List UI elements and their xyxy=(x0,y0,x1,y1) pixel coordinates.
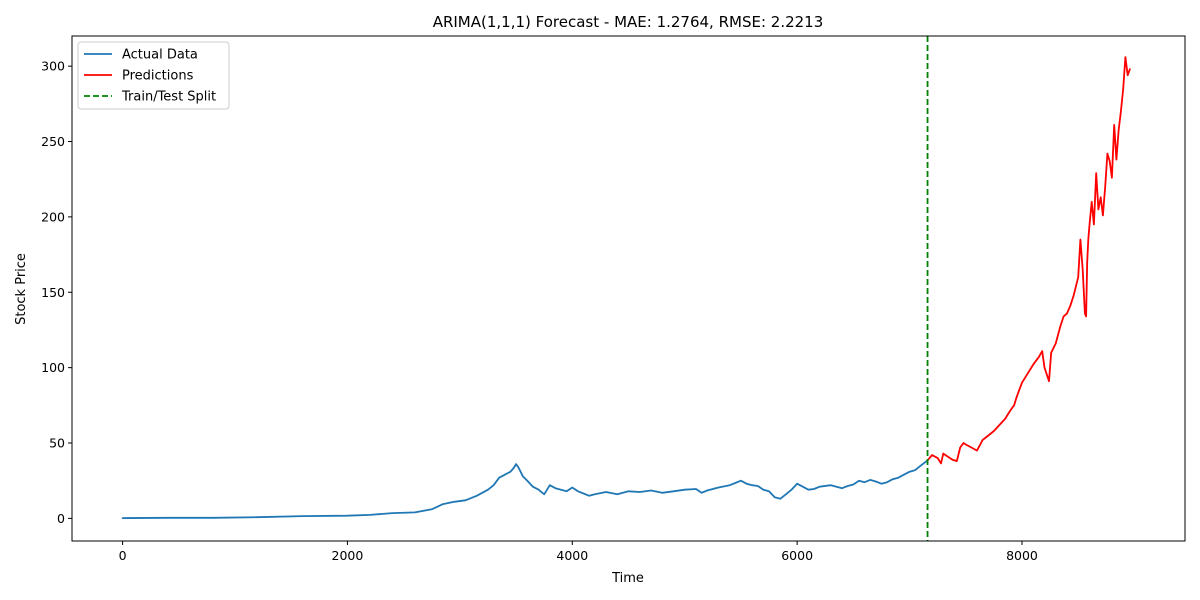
series-line-predictions xyxy=(926,56,1131,465)
y-tick-label: 100 xyxy=(41,360,65,375)
y-tick-label: 200 xyxy=(41,209,65,224)
legend-label-predictions: Predictions xyxy=(122,69,194,84)
x-axis: 0 2000 4000 6000 8000 xyxy=(119,541,1038,563)
x-tick-label: 6000 xyxy=(781,548,813,563)
legend-label-actual-data: Actual Data xyxy=(122,48,198,63)
plot-frame xyxy=(71,35,1186,542)
y-axis: 0 50 100 150 200 250 300 xyxy=(41,59,72,526)
y-tick-label: 150 xyxy=(41,285,65,300)
legend: Actual Data Predictions Train/Test Split xyxy=(77,41,230,110)
y-tick-label: 50 xyxy=(49,436,65,451)
y-tick-label: 0 xyxy=(57,511,65,526)
y-tick-label: 300 xyxy=(41,59,65,74)
x-axis-label: Time xyxy=(611,571,644,586)
chart-title: ARIMA(1,1,1) Forecast - MAE: 1.2764, RMS… xyxy=(433,13,824,31)
x-tick-label: 2000 xyxy=(332,548,364,563)
x-tick-label: 0 xyxy=(119,548,127,563)
y-axis-label: Stock Price xyxy=(14,253,29,325)
x-tick-label: 8000 xyxy=(1006,548,1038,563)
x-tick-label: 4000 xyxy=(556,548,588,563)
legend-label-train-test-split: Train/Test Split xyxy=(121,90,216,105)
series-line-actual-data xyxy=(121,459,929,519)
legend-box xyxy=(77,41,230,110)
y-tick-label: 250 xyxy=(41,134,65,149)
series-layer xyxy=(121,56,1131,519)
